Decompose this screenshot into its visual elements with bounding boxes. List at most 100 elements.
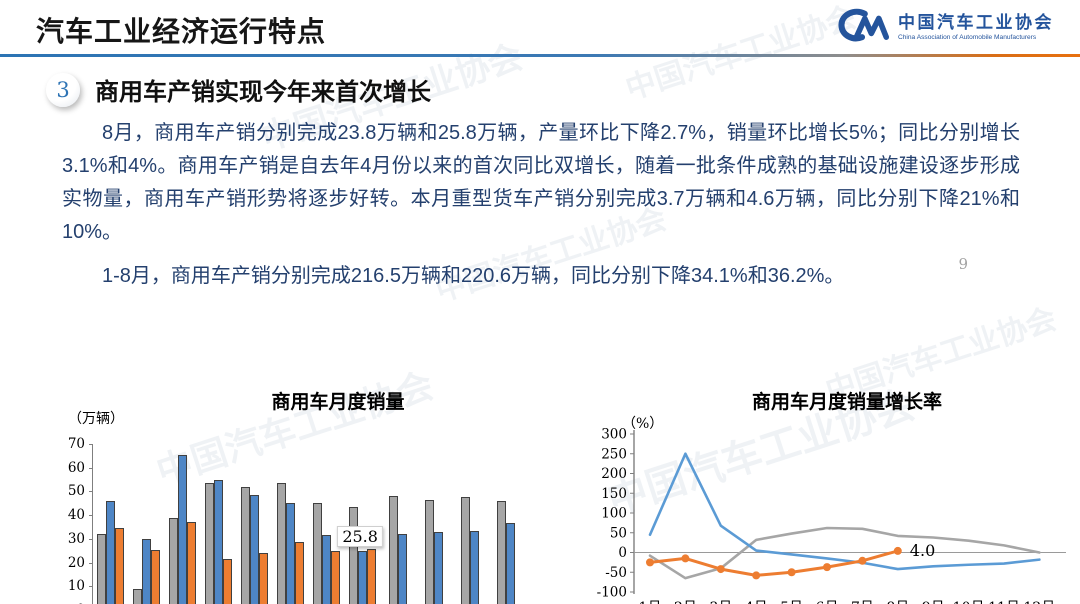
section-heading: 商用车产销实现今年来首次增长: [95, 79, 431, 106]
bar-2022年-4月: [223, 559, 233, 604]
line-x-tick-label: 1月: [639, 600, 662, 604]
line-y-tick-label: 250: [601, 446, 627, 462]
line-chart-title: 商用车月度销量增长率: [751, 392, 942, 413]
line-x-tick-label: 5月: [780, 600, 803, 604]
bar-group-7月: [309, 444, 345, 604]
line-y-tick-label: -50: [605, 565, 627, 581]
bar-2020年-10月: [425, 499, 435, 604]
bar-group-12月: [488, 444, 524, 604]
line-x-tick-label: 4月: [745, 600, 768, 604]
bar-2020年-6月: [277, 483, 287, 604]
line-y-tick-label: 150: [601, 486, 627, 502]
section-heading-row: 3 商用车产销实现今年来首次增长: [46, 72, 1080, 107]
bar-y-tick-label: 40: [67, 507, 85, 524]
line-chart-growth-rate: 商用车月度销量增长率 （%） 300 250 200 150 100 50 0 -50 -100…: [588, 387, 1080, 604]
bar-2020年-5月: [241, 486, 251, 604]
bar-2021年-1月: [106, 500, 116, 604]
bar-2021年-7月: [321, 535, 331, 604]
bar-2022年-6月: [295, 542, 305, 604]
bar-group-9月: [380, 444, 416, 604]
line-data-label: 4.0: [910, 541, 935, 560]
bar-data-label: 25.8: [337, 525, 383, 547]
bar-2021年-8月: [357, 550, 367, 604]
line-marker-2022年: [646, 558, 654, 567]
bar-y-tick-label: 50: [67, 483, 85, 500]
bar-y-tick-mark: [89, 444, 93, 445]
bar-group-10月: [416, 444, 452, 604]
charts-row: 商用车月度销量 （万辆） 0 10 20 30 40 50 60 70 25.8 1月 2月 3月 4…: [0, 387, 1080, 604]
line-x-tick-label: 3月: [709, 600, 732, 604]
line-x-tick-label: 12月: [1023, 600, 1055, 604]
line-marker-2022年: [716, 565, 725, 574]
logo-org-name-cn: 中国汽车工业协会: [898, 12, 1054, 32]
page-number: 9: [958, 255, 968, 273]
bar-2022年-3月: [187, 522, 197, 604]
bar-2021年-10月: [434, 531, 444, 604]
bar-2020年-11月: [461, 497, 471, 604]
bar-group-6月: [273, 444, 309, 604]
line-x-tick-label: 10月: [953, 600, 985, 604]
bar-plot: 0 10 20 30 40 50 60 70 25.8: [68, 436, 524, 604]
line-chart-unit-label: （%）: [622, 416, 664, 432]
line-x-tick-label: 8月: [886, 600, 909, 604]
line-x-tick-label: 9月: [922, 600, 945, 604]
bar-y-tick-mark: [89, 467, 93, 469]
bar-group-3月: [165, 444, 201, 604]
bar-chart-title: 商用车月度销量: [271, 392, 405, 413]
bar-2020年-4月: [205, 483, 215, 604]
bar-2020年-9月: [389, 496, 399, 604]
bar-chart-unit-label: （万辆）: [68, 411, 124, 427]
bar-2022年-1月: [115, 528, 125, 604]
bar-y-tick-mark: [89, 491, 93, 493]
bar-y-tick-label: 0: [76, 602, 85, 604]
bar-2020年-7月: [312, 503, 322, 604]
paragraph-1: 8月，商用车产销分别完成23.8万辆和25.8万辆，产量环比下降2.7%，销量环…: [62, 122, 1020, 243]
bar-2020年-2月: [133, 588, 143, 604]
line-x-tick-label: 11月: [988, 600, 1020, 604]
paragraph-2: 1-8月，商用车产销分别完成216.5万辆和220.6万辆，同比分别下降34.1…: [102, 265, 845, 287]
caam-logo-icon: [834, 7, 890, 48]
bar-group-1月: [93, 444, 129, 604]
caam-logo: 中国汽车工业协会 China Association of Automobile…: [834, 7, 1054, 48]
line-marker-2022年: [752, 571, 761, 580]
line-series-2021年: [648, 452, 1041, 571]
line-y-tick-label: 100: [601, 506, 627, 522]
line-plot: 300 250 200 150 100 50 0 -50 -100 1月 2月 3月 4月 5月 6月 7月 8…: [597, 427, 1066, 604]
line-y-tick-label: 200: [601, 466, 627, 482]
bar-y-tick-mark: [89, 562, 93, 564]
line-marker-2022年: [823, 563, 831, 572]
slide-content: 3 商用车产销实现今年来首次增长 8月，商用车产销分别完成23.8万辆和25.8…: [0, 72, 1080, 604]
line-x-tick-label: 2月: [674, 600, 697, 604]
line-x-tick-label: 7月: [851, 600, 874, 604]
bar-group-4月: [201, 444, 237, 604]
header-divider: [0, 54, 1080, 57]
bar-2021年-12月: [506, 523, 516, 604]
line-y-tick-label: -100: [597, 585, 627, 601]
bar-group-11月: [452, 444, 488, 604]
line-x-tick-label: 6月: [816, 600, 839, 604]
bar-2020年-1月: [97, 534, 107, 604]
bar-group-8月: 25.8: [337, 444, 383, 604]
bar-2021年-6月: [286, 503, 296, 604]
bar-2022年-7月: [330, 550, 340, 604]
bar-y-tick-label: 10: [67, 578, 85, 595]
bar-y-tick-mark: [89, 515, 93, 517]
page-title: 汽车工业经济运行特点: [36, 16, 327, 47]
bar-2020年-3月: [169, 517, 179, 604]
bar-chart-monthly-sales: 商用车月度销量 （万辆） 01020304050607025.8 1月2月3月4…: [28, 387, 588, 604]
line-marker-2022年: [681, 554, 690, 563]
bar-y-tick-label: 60: [67, 459, 85, 476]
line-series-2022年: [648, 549, 900, 577]
bar-2022年-2月: [151, 549, 161, 604]
line-marker-2022年: [787, 568, 796, 577]
bar-y-tick-label: 20: [67, 554, 85, 571]
bar-2021年-4月: [214, 479, 224, 604]
line-y-tick-label: 0: [618, 545, 627, 561]
line-marker-2022年: [893, 546, 902, 555]
bar-2021年-5月: [250, 495, 260, 604]
bar-2021年-3月: [178, 454, 188, 604]
line-marker-2022年: [858, 556, 867, 565]
bar-group-5月: [237, 444, 273, 604]
bar-y-tick-mark: [89, 586, 93, 588]
